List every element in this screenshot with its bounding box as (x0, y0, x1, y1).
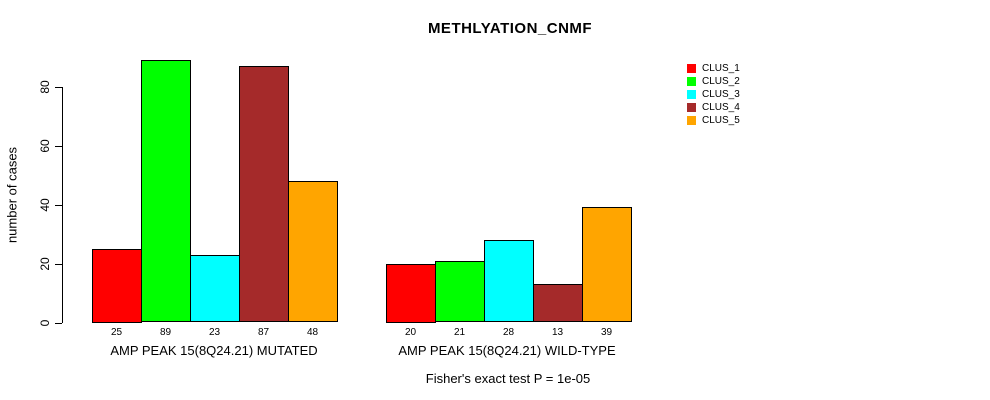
legend-label: CLUS_2 (702, 76, 740, 87)
bar-value-label: 87 (257, 327, 270, 338)
bar-clus_2-group2 (435, 260, 485, 323)
bar-clus_3-group2 (484, 239, 534, 323)
y-axis-tick (55, 322, 62, 324)
y-axis-tick-label: 0 (38, 319, 52, 326)
y-axis-tick (55, 204, 62, 206)
legend-item-clus_2: CLUS_2 (687, 75, 740, 88)
bar-clus_1-group2 (386, 263, 436, 323)
legend-label: CLUS_4 (702, 102, 740, 113)
x-category-label-mutated: AMP PEAK 15(8Q24.21) MUTATED (110, 343, 318, 358)
legend-label: CLUS_1 (702, 63, 740, 74)
legend-label: CLUS_3 (702, 89, 740, 100)
x-category-label-wild-type: AMP PEAK 15(8Q24.21) WILD-TYPE (398, 343, 616, 358)
legend-item-clus_4: CLUS_4 (687, 101, 740, 114)
bar-clus_1-group1 (92, 248, 142, 323)
bar-clus_4-group2 (533, 284, 583, 323)
legend-swatch (687, 116, 696, 125)
bar-value-label: 48 (306, 327, 319, 338)
fisher-test-annotation: Fisher's exact test P = 1e-05 (425, 371, 591, 386)
bar-value-label: 13 (551, 327, 564, 338)
y-axis-tick-label: 60 (38, 138, 52, 153)
bar-value-label: 89 (159, 327, 172, 338)
bar-value-label: 39 (600, 327, 613, 338)
legend-item-clus_5: CLUS_5 (687, 114, 740, 127)
y-axis-title: number of cases (4, 146, 20, 244)
y-axis-tick-label: 20 (38, 256, 52, 271)
chart-title: METHLYATION_CNMF (427, 20, 593, 37)
bar-clus_5-group2 (582, 207, 632, 323)
bar-clus_3-group1 (190, 254, 240, 323)
bar-value-label: 25 (110, 327, 123, 338)
legend-swatch (687, 103, 696, 112)
y-axis-line (62, 86, 63, 323)
bar-value-label: 23 (208, 327, 221, 338)
y-axis-tick-label: 80 (38, 79, 52, 94)
legend-item-clus_1: CLUS_1 (687, 62, 740, 75)
legend: CLUS_1 CLUS_2 CLUS_3 CLUS_4 CLUS_5 (687, 62, 740, 127)
y-axis-tick (55, 145, 62, 147)
legend-item-clus_3: CLUS_3 (687, 88, 740, 101)
legend-swatch (687, 77, 696, 86)
legend-label: CLUS_5 (702, 115, 740, 126)
bar-clus_4-group1 (239, 65, 289, 323)
legend-swatch (687, 90, 696, 99)
legend-swatch (687, 64, 696, 73)
bar-value-label: 21 (453, 327, 466, 338)
bar-clus_2-group1 (141, 59, 191, 323)
y-axis-tick (55, 263, 62, 265)
bar-value-label: 28 (502, 327, 515, 338)
y-axis-tick (55, 86, 62, 88)
y-axis-tick-label: 40 (38, 197, 52, 212)
bar-value-label: 20 (404, 327, 417, 338)
bar-clus_5-group1 (288, 180, 338, 323)
